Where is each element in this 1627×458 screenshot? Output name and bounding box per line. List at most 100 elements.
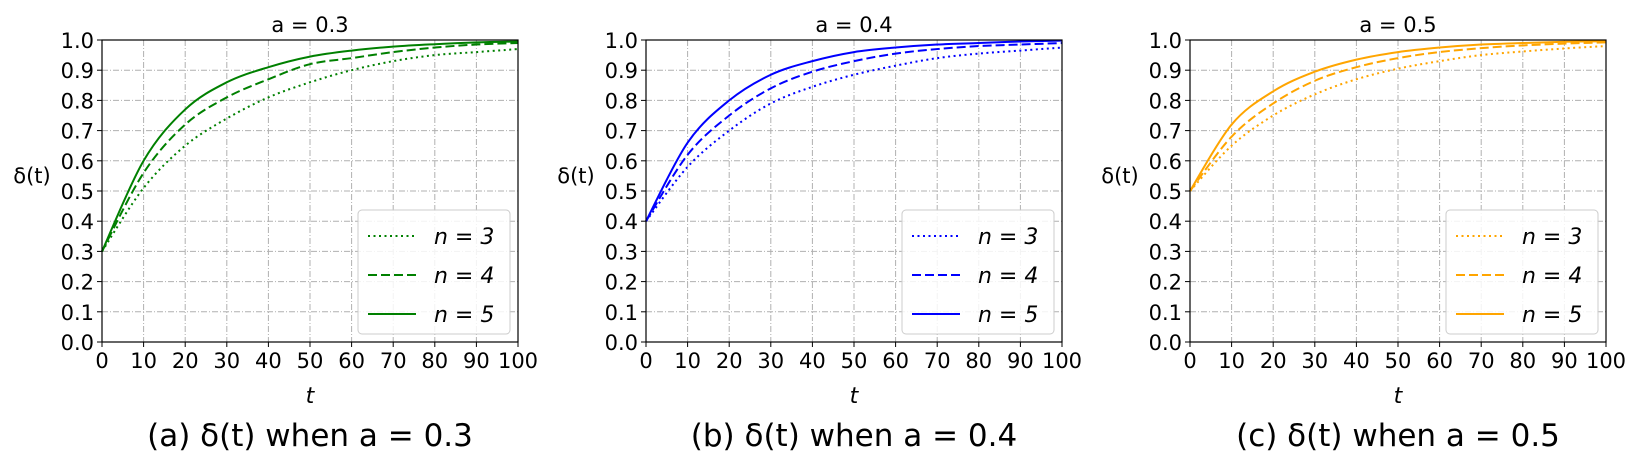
legend-entry: n = 3	[978, 225, 1038, 250]
figure-caption: (b) δ(t) when a = 0.4	[691, 418, 1017, 454]
chart-title: a = 0.3	[271, 13, 348, 37]
y-tick-label: 0.9	[61, 59, 94, 83]
x-tick-label: 20	[1260, 349, 1287, 373]
x-tick-label: 40	[1343, 349, 1370, 373]
legend: n = 3 n = 4 n = 5	[357, 209, 511, 335]
legend-entry: n = 3	[1522, 225, 1582, 250]
y-tick-label: 0.3	[1149, 240, 1182, 264]
y-tick-label: 0.0	[61, 331, 94, 355]
y-tick-label: 0.4	[61, 210, 94, 234]
x-tick-label: 50	[297, 349, 324, 373]
x-tick-label: 50	[841, 349, 868, 373]
x-tick-label: 0	[95, 349, 108, 373]
x-tick-label: 10	[130, 349, 157, 373]
y-tick-label: 0.6	[61, 150, 94, 174]
series-line-n-4	[101, 42, 519, 252]
x-tick-label: 70	[380, 349, 407, 373]
x-tick-label: 40	[799, 349, 826, 373]
x-tick-label: 100	[1586, 349, 1626, 373]
x-tick-label: 10	[674, 349, 701, 373]
x-axis-label: t	[306, 384, 316, 409]
y-tick-label: 0.2	[61, 271, 94, 295]
chart-title: a = 0.4	[815, 13, 892, 37]
x-tick-label: 60	[1426, 349, 1453, 373]
figure-caption: (a) δ(t) when a = 0.3	[147, 418, 473, 454]
y-tick-label: 0.9	[1149, 59, 1182, 83]
x-tick-label: 30	[1301, 349, 1328, 373]
x-tick-label: 60	[338, 349, 365, 373]
x-tick-label: 90	[1551, 349, 1578, 373]
x-axis-label: t	[1394, 384, 1404, 409]
legend-entry: n = 4	[434, 264, 494, 289]
x-tick-label: 0	[639, 349, 652, 373]
y-tick-label: 1.0	[1149, 29, 1182, 53]
x-tick-label: 70	[1468, 349, 1495, 373]
x-tick-label: 30	[757, 349, 784, 373]
x-tick-label: 70	[924, 349, 951, 373]
y-tick-label: 0.2	[1149, 271, 1182, 295]
series-line-n-4	[1189, 41, 1607, 192]
y-tick-label: 1.0	[61, 29, 94, 53]
x-tick-label: 20	[172, 349, 199, 373]
x-tick-label: 90	[1007, 349, 1034, 373]
y-tick-label: 0.5	[605, 180, 638, 204]
series-line-n-3	[1189, 45, 1607, 192]
x-tick-label: 60	[882, 349, 909, 373]
figure-caption: (c) δ(t) when a = 0.5	[1236, 418, 1560, 454]
y-tick-label: 0.3	[605, 240, 638, 264]
y-tick-label: 0.6	[605, 150, 638, 174]
chart-title: a = 0.5	[1359, 13, 1436, 37]
x-tick-label: 50	[1385, 349, 1412, 373]
x-tick-label: 30	[213, 349, 240, 373]
y-axis-label: δ(t)	[13, 164, 50, 188]
legend-entry: n = 4	[978, 264, 1038, 289]
chart-panel-2: 0 10 20 30 40 50 60 70 80 90 100 0.0 0.1 0.2 0.3 0.4 0.5…	[557, 13, 1082, 454]
y-tick-label: 0.7	[605, 120, 638, 144]
x-tick-label: 90	[463, 349, 490, 373]
y-tick-label: 0.3	[61, 240, 94, 264]
legend-entry: n = 4	[1522, 264, 1582, 289]
series-line-n-5	[1189, 40, 1607, 192]
chart-panel-3: 0 10 20 30 40 50 60 70 80 90 100 0.0 0.1 0.2 0.3 0.4 0.5…	[1101, 13, 1626, 454]
legend: n = 3 n = 4 n = 5	[1445, 209, 1599, 335]
x-tick-label: 0	[1183, 349, 1196, 373]
x-tick-label: 80	[421, 349, 448, 373]
legend-entry: n = 5	[978, 303, 1038, 328]
y-tick-label: 0.1	[605, 301, 638, 325]
y-tick-label: 0.4	[605, 210, 638, 234]
y-tick-label: 0.0	[1149, 331, 1182, 355]
series-line-n-5	[101, 40, 519, 252]
y-tick-label: 0.2	[605, 271, 638, 295]
series-line-n-5	[645, 39, 1063, 222]
x-axis-label: t	[850, 384, 860, 409]
y-tick-label: 0.9	[605, 59, 638, 83]
series-line-n-3	[101, 48, 519, 252]
legend-entry: n = 3	[434, 225, 494, 250]
chart-panel-1: 0 10 20 30 40 50 60 70 80 90 100 0.0 0.1 0.2 0.3 0.4 0.5…	[13, 13, 538, 454]
x-tick-label: 40	[255, 349, 282, 373]
x-tick-label: 100	[498, 349, 538, 373]
legend: n = 3 n = 4 n = 5	[901, 209, 1055, 335]
legend-entry: n = 5	[1522, 303, 1582, 328]
y-tick-label: 0.7	[1149, 120, 1182, 144]
y-tick-label: 0.5	[61, 180, 94, 204]
x-tick-label: 100	[1042, 349, 1082, 373]
legend-box	[1445, 209, 1599, 335]
y-tick-label: 0.1	[61, 301, 94, 325]
y-tick-label: 0.8	[1149, 89, 1182, 113]
x-tick-label: 80	[1509, 349, 1536, 373]
legend-entry: n = 5	[434, 303, 494, 328]
y-tick-label: 0.1	[1149, 301, 1182, 325]
x-tick-label: 80	[965, 349, 992, 373]
y-tick-label: 0.6	[1149, 150, 1182, 174]
y-axis-label: δ(t)	[557, 164, 594, 188]
series-line-n-4	[645, 42, 1063, 222]
legend-box	[357, 209, 511, 335]
y-tick-label: 0.4	[1149, 210, 1182, 234]
y-tick-label: 0.5	[1149, 180, 1182, 204]
y-axis-label: δ(t)	[1101, 164, 1138, 188]
y-tick-label: 0.8	[605, 89, 638, 113]
x-tick-label: 20	[716, 349, 743, 373]
y-tick-label: 0.0	[605, 331, 638, 355]
